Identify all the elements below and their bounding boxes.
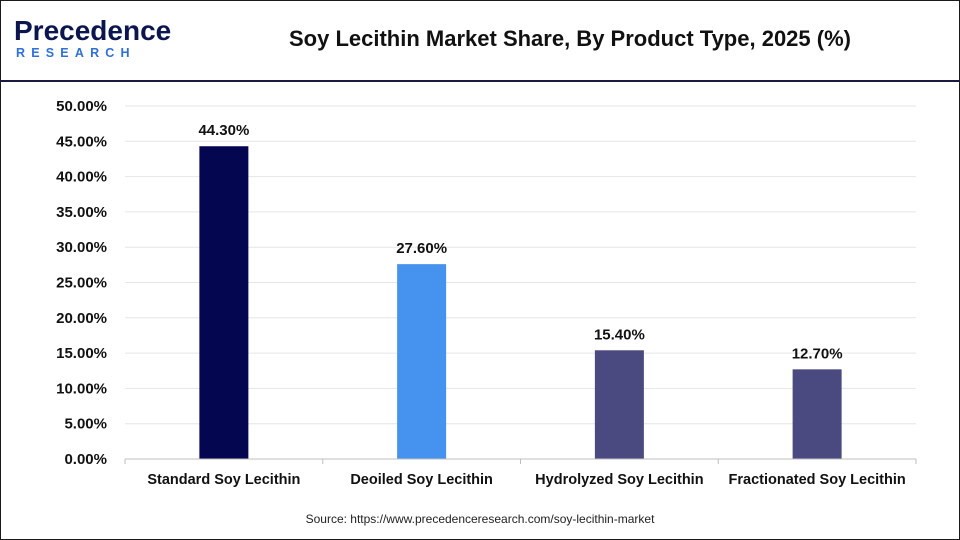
header: Precedence RESEARCH Soy Lecithin Market … <box>0 0 960 80</box>
bar <box>792 369 842 459</box>
value-labels: 44.30% 27.60% 15.40% 12.70% <box>198 122 842 362</box>
x-tick-label: Fractionated Soy Lecithin <box>729 472 906 488</box>
bar <box>594 350 644 459</box>
data-label: 12.70% <box>792 345 843 362</box>
y-tick-label: 30.00% <box>56 239 107 256</box>
x-axis: Standard Soy Lecithin Deoiled Soy Lecithi… <box>124 458 917 488</box>
bars <box>199 146 842 459</box>
y-tick-label: 10.00% <box>56 380 107 397</box>
y-tick-label: 50.00% <box>56 98 107 115</box>
data-label: 27.60% <box>396 240 447 257</box>
y-tick-label: 20.00% <box>56 310 107 327</box>
logo-wordmark: Precedence <box>14 15 172 46</box>
y-tick-label: 5.00% <box>64 416 107 433</box>
bar <box>397 264 447 459</box>
y-tick-label: 45.00% <box>56 133 107 150</box>
y-tick-label: 40.00% <box>56 169 107 186</box>
chart-title: Soy Lecithin Market Share, By Product Ty… <box>289 26 851 51</box>
y-tick-label: 35.00% <box>56 204 107 221</box>
source-note: Source: https://www.precedenceresearch.c… <box>305 512 655 526</box>
x-tick-label: Deoiled Soy Lecithin <box>350 472 493 488</box>
logo-subtitle: RESEARCH <box>16 46 136 60</box>
data-label: 15.40% <box>594 326 645 343</box>
x-tick-label: Standard Soy Lecithin <box>147 472 300 488</box>
precedence-research-logo: Precedence RESEARCH <box>14 14 171 66</box>
bar <box>199 146 249 459</box>
gridlines <box>125 105 916 425</box>
y-tick-label: 0.00% <box>64 451 107 468</box>
y-tick-label: 25.00% <box>56 275 107 292</box>
data-label: 44.30% <box>198 122 249 139</box>
x-tick-label: Hydrolyzed Soy Lecithin <box>535 472 703 488</box>
y-axis: 0.00% 5.00% 10.00% 15.00% 20.00% 25.00% 30.00%… <box>56 98 107 468</box>
header-divider <box>0 80 960 82</box>
y-tick-label: 15.00% <box>56 345 107 362</box>
